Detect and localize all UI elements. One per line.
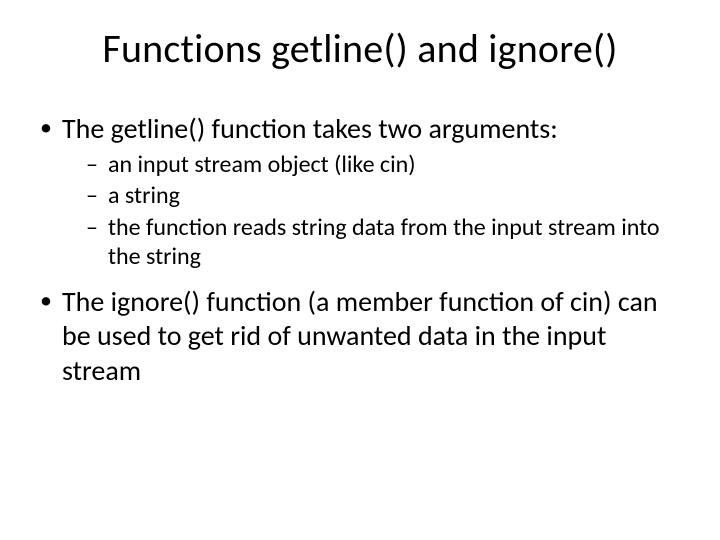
bullet-text: the function reads string data from the … <box>108 213 660 271</box>
list-item: the function reads string data from the … <box>86 213 684 272</box>
list-item: The ignore() function (a member function… <box>36 285 684 387</box>
slide: Functions getline() and ignore() The get… <box>0 0 720 540</box>
bullet-text: a string <box>108 181 180 210</box>
list-item: an input stream object (like cin) <box>86 150 684 179</box>
bullet-text: The getline() function takes two argumen… <box>62 111 558 146</box>
slide-body: The getline() function takes two argumen… <box>36 112 684 394</box>
list-item: The getline() function takes two argumen… <box>36 112 684 271</box>
slide-title: Functions getline() and ignore() <box>0 24 720 73</box>
bullet-text: The ignore() function (a member function… <box>62 284 658 387</box>
bullet-text: an input stream object (like cin) <box>108 150 415 179</box>
bullet-list-level2: an input stream object (like cin) a stri… <box>62 150 684 271</box>
list-item: a string <box>86 181 684 210</box>
bullet-list-level1: The getline() function takes two argumen… <box>36 112 684 388</box>
